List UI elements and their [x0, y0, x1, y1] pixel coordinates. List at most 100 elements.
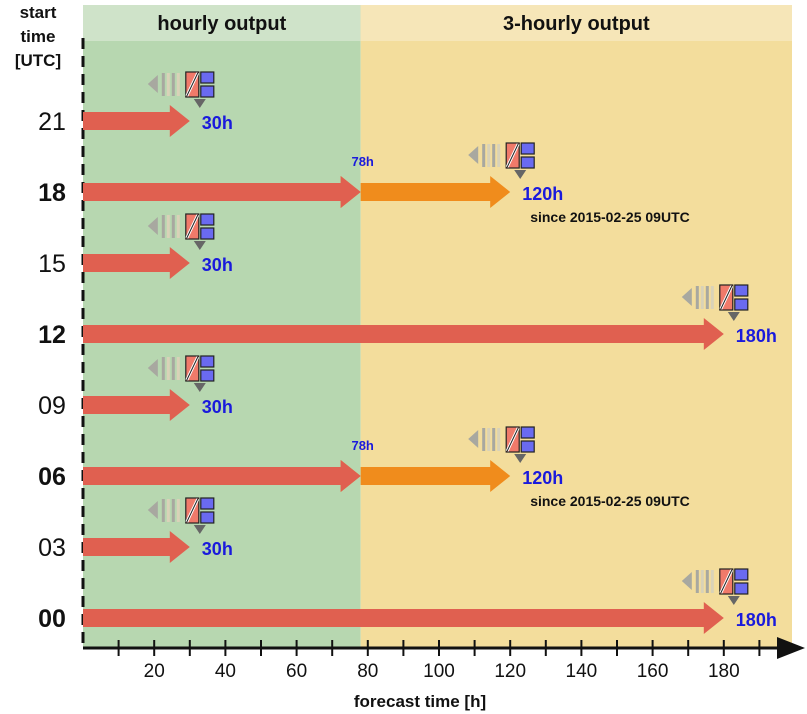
x-tick-label-160: 160 — [637, 661, 669, 682]
x-tick-label-120: 120 — [494, 661, 526, 682]
forecast-length-label-15: 30h — [202, 255, 233, 275]
forecast-runs: 21 30h 18 78h since 2015-02-25 09UTC 120h 15 30… — [38, 71, 777, 634]
output-icon-09-gray-bar-3 — [176, 357, 180, 380]
output-icon-00-gray-bar-2 — [705, 570, 709, 593]
axes: start time [UTC] forecast time [h] 20 40 6… — [15, 3, 805, 711]
start-time-label-03: 03 — [38, 534, 66, 562]
run-18: 18 78h since 2015-02-25 09UTC 120h — [38, 142, 690, 225]
start-time-label-12: 12 — [38, 321, 66, 349]
output-icon-15-gray-bar-0 — [161, 215, 165, 238]
start-time-label-09: 09 — [38, 392, 66, 420]
output-icon-03-gray-bar-1 — [166, 499, 170, 522]
output-icon-06-gray-arrow — [468, 430, 479, 448]
output-icon-12-red-hatch — [720, 285, 733, 310]
output-icon-18-gray-bar-3 — [497, 144, 501, 167]
run-00: 00 180h — [38, 568, 777, 634]
hourly-end-label-18: 78h — [351, 154, 373, 169]
x-tick-label-60: 60 — [286, 661, 307, 682]
hourly-arrow-21 — [83, 105, 190, 137]
start-time-label-21: 21 — [38, 108, 66, 136]
start-time-label-15: 15 — [38, 250, 66, 278]
output-icon-00-red-hatch — [720, 569, 733, 594]
output-icon-12-down-marker — [727, 312, 740, 321]
since-note-18: since 2015-02-25 09UTC — [530, 209, 690, 225]
output-icon-21-gray-arrow — [147, 75, 158, 93]
run-09: 09 30h — [38, 355, 233, 421]
y-axis-title-line-1: start — [20, 3, 57, 22]
output-icon-18-gray-bar-2 — [492, 144, 496, 167]
forecast-length-label-18: 120h — [522, 184, 563, 204]
output-icon-00-gray-arrow — [681, 572, 692, 590]
output-icon-06-blue-square-top — [520, 426, 535, 439]
output-icon-18-blue-square-bottom — [520, 156, 535, 169]
output-icon-15-blue-square-top — [200, 213, 215, 226]
output-icon-06-down-marker — [514, 454, 527, 463]
output-icon-09-blue-square-bottom — [200, 369, 215, 382]
output-icon-21-gray-bar-0 — [161, 73, 165, 96]
start-time-label-06: 06 — [38, 463, 66, 491]
output-icon-03-down-marker — [193, 525, 206, 534]
output-icon-06-blue-square-bottom — [520, 440, 535, 453]
x-tick-label-80: 80 — [357, 661, 378, 682]
output-icon-03-gray-arrow — [147, 501, 158, 519]
output-icon-12-gray-bar-1 — [700, 286, 704, 309]
output-icon-21-down-marker — [193, 99, 206, 108]
output-icon-21-blue-square-bottom — [200, 85, 215, 98]
x-tick-label-100: 100 — [423, 661, 455, 682]
output-icon-09-gray-bar-0 — [161, 357, 165, 380]
output-icon-15-gray-bar-3 — [176, 215, 180, 238]
hourly-arrow-15 — [83, 247, 190, 279]
output-icon-09-gray-arrow — [147, 359, 158, 377]
output-icon-06-gray-bar-1 — [487, 428, 491, 451]
output-icon-18 — [468, 142, 535, 179]
output-icon-09-blue-square-top — [200, 355, 215, 368]
output-icon-12-blue-square-top — [734, 284, 749, 297]
run-03: 03 30h — [38, 497, 233, 563]
forecast-length-label-06: 120h — [522, 468, 563, 488]
y-axis-title-line-3: [UTC] — [15, 51, 61, 70]
output-icon-12-gray-bar-3 — [710, 286, 714, 309]
x-tick-label-20: 20 — [144, 661, 165, 682]
output-icon-09 — [147, 355, 215, 392]
hourly-arrow-06 — [83, 460, 361, 492]
output-icon-15-red-hatch — [186, 214, 199, 239]
output-icon-06-gray-bar-3 — [497, 428, 501, 451]
output-icon-09-gray-bar-1 — [166, 357, 170, 380]
region-0-label: hourly output — [157, 13, 286, 35]
output-icon-18-red-hatch — [506, 143, 519, 168]
output-icon-00-gray-bar-0 — [695, 570, 699, 593]
region-1-label: 3-hourly output — [503, 13, 650, 35]
output-icon-21-blue-square-top — [200, 71, 215, 84]
run-06: 06 78h since 2015-02-25 09UTC 120h — [38, 426, 690, 509]
output-icon-21-gray-bar-1 — [166, 73, 170, 96]
output-icon-15-down-marker — [193, 241, 206, 250]
hourly-arrow-00 — [83, 602, 724, 634]
output-icon-12 — [681, 284, 749, 321]
start-time-label-18: 18 — [38, 179, 66, 207]
output-icon-00 — [681, 568, 749, 605]
output-icon-15-gray-bar-1 — [166, 215, 170, 238]
output-icon-21-gray-bar-3 — [176, 73, 180, 96]
output-icon-12-blue-square-bottom — [734, 298, 749, 311]
forecast-length-label-09: 30h — [202, 397, 233, 417]
output-icon-18-gray-arrow — [468, 146, 479, 164]
hourly-arrow-12 — [83, 318, 724, 350]
forecast-length-label-00: 180h — [736, 610, 777, 630]
y-axis-title-line-2: time — [21, 27, 56, 46]
output-icon-18-gray-bar-1 — [487, 144, 491, 167]
output-icon-12-gray-bar-0 — [695, 286, 699, 309]
output-icon-21-gray-bar-2 — [171, 73, 175, 96]
region-0-header — [83, 5, 361, 41]
hourly-arrow-09 — [83, 389, 190, 421]
x-tick-label-40: 40 — [215, 661, 236, 682]
output-icon-18-blue-square-top — [520, 142, 535, 155]
forecast-length-label-21: 30h — [202, 113, 233, 133]
output-icon-00-down-marker — [727, 596, 740, 605]
region-1-header — [360, 5, 792, 41]
run-21: 21 30h — [38, 71, 233, 137]
x-axis-arrowhead — [777, 637, 805, 659]
output-icon-09-down-marker — [193, 383, 206, 392]
output-icon-00-blue-square-top — [734, 568, 749, 581]
hourly-arrow-18 — [83, 176, 361, 208]
